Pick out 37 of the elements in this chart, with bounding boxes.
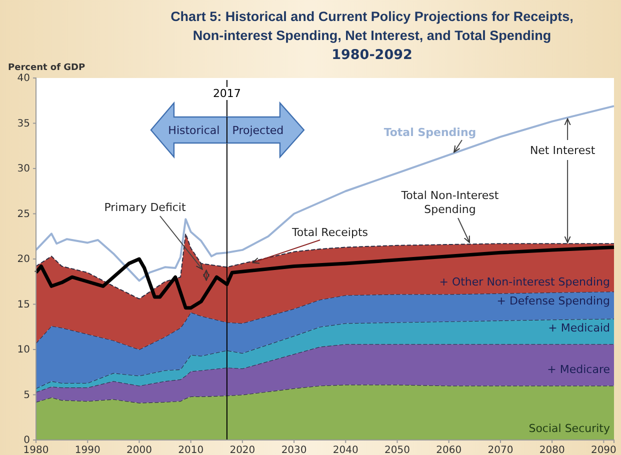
- ref-line-label: 2017: [212, 87, 241, 100]
- series-label: Social Security: [528, 422, 610, 435]
- text: Total Receipts: [290, 226, 368, 239]
- x-tick-label: 2060: [436, 445, 462, 455]
- chart-title: Chart 5: Historical and Current Policy Projections for Receipts, Non-interest Spending, Net Interest, and Total Spending: [170, 9, 574, 43]
- y-tick-label: 20: [17, 254, 30, 266]
- x-tick-label: 2080: [539, 445, 565, 455]
- x-tick-label: 2070: [488, 445, 514, 455]
- x-tick-label: 2050: [384, 445, 410, 455]
- x-tick-label: 2030: [281, 445, 307, 455]
- x-tick-label: 2020: [230, 445, 256, 455]
- y-tick-label: 15: [17, 299, 30, 310]
- series-label: + Other Non-interest Spending: [439, 276, 610, 289]
- annotation: Projected: [232, 124, 284, 137]
- x-tick-label: 1990: [74, 445, 100, 455]
- chart-subtitle: 1980-2092: [332, 47, 412, 63]
- series-label: + Medicaid: [548, 322, 610, 335]
- y-tick-label: 30: [17, 164, 30, 175]
- x-tick-label: 2000: [126, 445, 152, 455]
- annotation: Historical: [168, 124, 220, 137]
- y-tick-label: 5: [24, 390, 30, 401]
- y-tick-label: 0: [24, 435, 30, 446]
- y-tick-label: 10: [17, 344, 30, 356]
- x-tick-label: 2040: [332, 445, 358, 455]
- x-tick-label: 2010: [178, 445, 204, 455]
- series-label: Total Spending: [384, 126, 476, 139]
- x-tick-label: 1980: [23, 445, 49, 455]
- y-tick-label: 35: [17, 118, 30, 130]
- annotation: Net Interest: [530, 144, 596, 157]
- annotation: Total Non-Interest Spending: [400, 189, 500, 216]
- series-label: + Medicare: [547, 362, 610, 376]
- x-tick-label: 2090: [590, 445, 616, 455]
- series-label: + Defense Spending: [496, 294, 610, 308]
- y-tick-label: 25: [17, 208, 30, 220]
- annotation: Primary Deficit: [104, 201, 186, 214]
- y-axis-title: Percent of GDP: [8, 63, 86, 73]
- y-tick-label: 40: [17, 73, 30, 84]
